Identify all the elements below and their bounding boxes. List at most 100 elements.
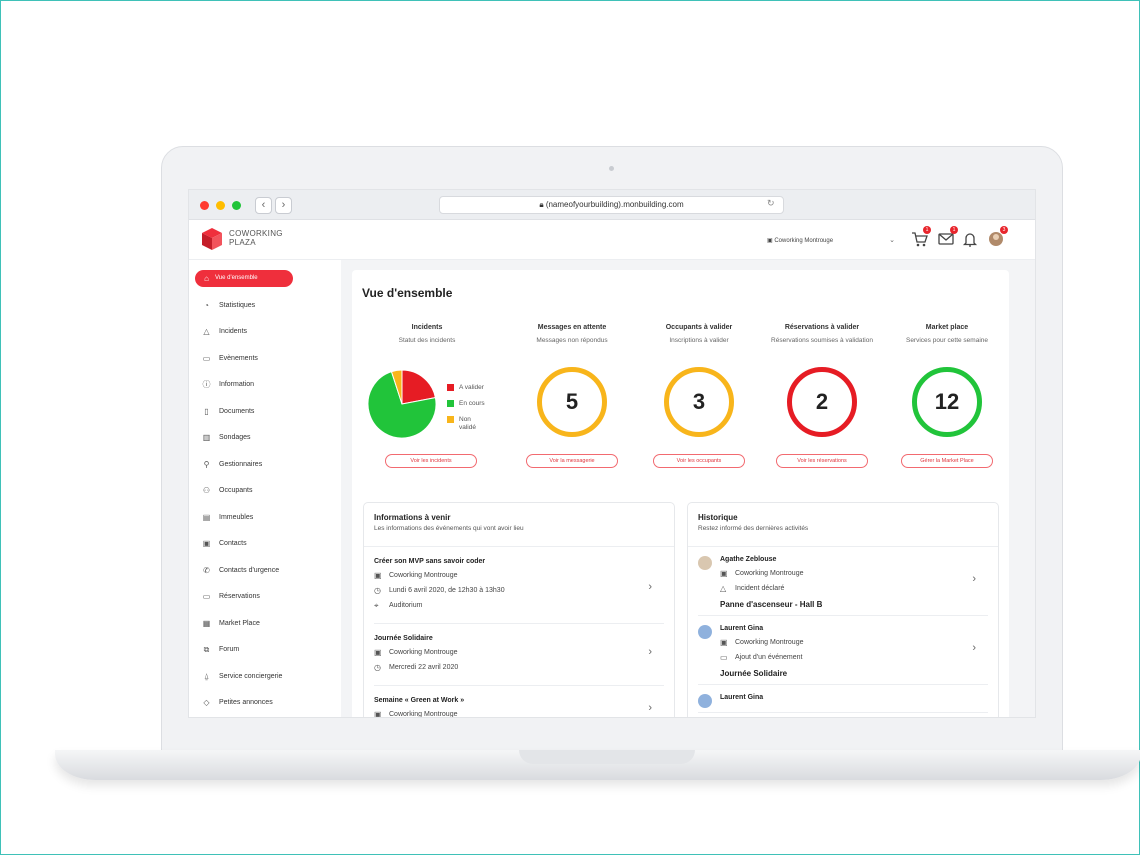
pie-legend: A valider En cours Non validé (447, 384, 487, 432)
event-item[interactable]: Semaine « Green at Work » ▣ Coworking Mon… (374, 686, 664, 718)
history-subject: Journée Solidaire (720, 669, 788, 678)
chevron-right-icon: › (648, 702, 652, 714)
building-icon: ▣ (720, 569, 728, 578)
upcoming-info-subtitle: Les informations des événements qui vont… (374, 525, 524, 532)
pie-slice-en-cours (367, 371, 437, 439)
reservations-count: 2 (787, 367, 857, 437)
stat-incidents-subtitle: Statut des incidents (398, 337, 456, 344)
user-icon: ⚲ (203, 460, 210, 469)
main-panel: Vue d'ensemble Incidents Statut des inci… (352, 270, 1009, 718)
history-item[interactable]: Agathe Zeblouse ▣ Coworking Montrouge △ In… (698, 547, 988, 616)
avatar (698, 625, 712, 639)
avatar (989, 232, 1003, 246)
users-icon: ⚇ (202, 486, 211, 495)
history-user-name: Agathe Zeblouse (720, 556, 777, 563)
upcoming-info-header: Informations à venir Les informations de… (364, 503, 674, 547)
reload-icon[interactable]: ↻ (767, 198, 775, 208)
info-icon: ⓘ (202, 380, 211, 389)
stat-messages-subtitle: Messages non répondus (536, 337, 608, 344)
sidebar-item-information[interactable]: ⓘ Information (202, 380, 255, 389)
market-place-count: 12 (912, 367, 982, 437)
building-icon: ▣ (374, 571, 382, 580)
sidebar-item-gestionnaires[interactable]: ⚲ Gestionnaires (195, 456, 335, 473)
history-item[interactable]: Laurent Gina (698, 685, 988, 713)
phone-icon: ✆ (203, 566, 210, 575)
calendar-icon: ▭ (202, 592, 211, 601)
history-subject: Panne d'ascenseur - Hall B (720, 600, 823, 609)
building-icon: ▣ (374, 648, 382, 657)
stat-messages-title: Messages en attente (537, 324, 607, 331)
history-title: Historique (698, 513, 738, 522)
history-user-name: Laurent Gina (720, 694, 764, 701)
warning-icon: △ (720, 584, 727, 593)
document-icon: ▯ (204, 407, 209, 416)
sidebar-item-contacts[interactable]: ▣ Contacts (202, 539, 247, 548)
building-icon: ▤ (202, 513, 211, 522)
building-select-value: Coworking Montrouge (774, 238, 834, 244)
history-item[interactable]: Laurent Gina ▣ Coworking Montrouge ▭ Ajout… (698, 616, 988, 685)
building-select[interactable]: ▣ Coworking Montrouge ⌄ (767, 232, 899, 250)
profile-button[interactable]: 3 (986, 226, 1008, 249)
contact-icon: ▣ (202, 539, 211, 548)
legend-item-a-valider: A valider (447, 384, 487, 400)
chart-icon: ◔ (204, 301, 209, 310)
building-icon: ▣ (720, 638, 728, 647)
legend-swatch-en-cours (447, 400, 454, 407)
event-date: ◷ Mercredi 22 avril 2020 (374, 663, 459, 672)
stat-incidents: Incidents Statut des incidents A valider… (367, 324, 487, 474)
close-window-button[interactable] (200, 201, 209, 210)
shop-icon: ▦ (202, 619, 211, 628)
forward-button[interactable]: › (275, 197, 292, 214)
page-title: Vue d'ensemble (362, 286, 453, 300)
event-room: ⌖ Auditorium (374, 601, 423, 610)
sidebar-item-petites-annonces[interactable]: ◇ Petites annonces (195, 694, 335, 711)
stat-incidents-title: Incidents (411, 324, 443, 331)
warning-icon: △ (203, 327, 210, 336)
event-place: ▣ Coworking Montrouge (374, 571, 458, 580)
clock-icon: ◷ (374, 663, 381, 672)
sidebar-item-immeubles[interactable]: ▤ Immeubles (202, 513, 254, 522)
bell-icon (962, 233, 978, 247)
see-incidents-button[interactable]: Voir les incidents (385, 454, 477, 468)
event-item[interactable]: Créer son MVP sans savoir coder ▣ Coworki… (374, 547, 664, 624)
sidebar-item-contacts-urgence[interactable]: ✆ Contacts d'urgence (195, 562, 335, 579)
address-bar[interactable]: 🔒︎ (nameofyourbuilding).monbuilding.com (439, 196, 784, 214)
event-title: Semaine « Green at Work » (374, 697, 465, 704)
sidebar-item-conciergerie[interactable]: ⍙ Service conciergerie (195, 668, 335, 685)
sidebar-item-statistiques[interactable]: ◔ Statistiques (195, 297, 335, 314)
laptop-notch (519, 750, 695, 764)
stat-reservations-subtitle: Réservations soumises à validation (771, 337, 873, 344)
event-item[interactable]: Journée Solidaire ▣ Coworking Montrouge ◷… (374, 624, 664, 686)
logo-line-1: COWORKING (229, 229, 283, 238)
stat-market-title: Market place (925, 324, 969, 331)
back-button[interactable]: ‹ (255, 197, 272, 214)
forum-icon: ⧉ (203, 645, 210, 654)
mail-button[interactable]: 1 (936, 226, 958, 249)
sidebar-item-vue-ensemble[interactable]: ⌂ Vue d'ensemble (195, 270, 293, 287)
sidebar-item-sondages[interactable]: ▥ Sondages (202, 433, 251, 442)
sidebar-item-market-place[interactable]: ▦ Market Place (202, 619, 260, 628)
sidebar-item-forum[interactable]: ⧉ Forum (195, 641, 335, 658)
upcoming-info-title: Informations à venir (374, 513, 451, 522)
manage-market-place-button[interactable]: Gérer la Market Place (901, 454, 993, 468)
sidebar-item-occupants[interactable]: ⚇ Occupants (202, 486, 253, 495)
sidebar-item-incidents[interactable]: △ Incidents (195, 323, 335, 340)
bell-icon: ⍙ (204, 672, 209, 681)
sidebar-item-documents[interactable]: ▯ Documents (195, 403, 335, 420)
see-reservations-button[interactable]: Voir les réservations (776, 454, 868, 468)
event-place: ▣ Coworking Montrouge (374, 648, 458, 657)
cart-button[interactable]: 1 (909, 226, 931, 249)
stat-market-place: Market place Services pour cette semaine… (887, 324, 1007, 474)
maximize-window-button[interactable] (232, 201, 241, 210)
chevron-right-icon: › (648, 646, 652, 658)
minimize-window-button[interactable] (216, 201, 225, 210)
sidebar-item-evenements[interactable]: ▭ Evènements (202, 354, 258, 363)
event-place: ▣ Coworking Montrouge (374, 710, 458, 718)
see-occupants-button[interactable]: Voir les occupants (653, 454, 745, 468)
sidebar-item-reservations[interactable]: ▭ Réservations (202, 592, 260, 601)
stat-occupants-title: Occupants à valider (665, 324, 733, 331)
legend-item-non-valide: Non validé (447, 416, 487, 432)
see-messages-button[interactable]: Voir la messagerie (526, 454, 618, 468)
notifications-button[interactable] (960, 229, 980, 249)
history-card: Historique Restez informé des dernières … (687, 502, 999, 717)
